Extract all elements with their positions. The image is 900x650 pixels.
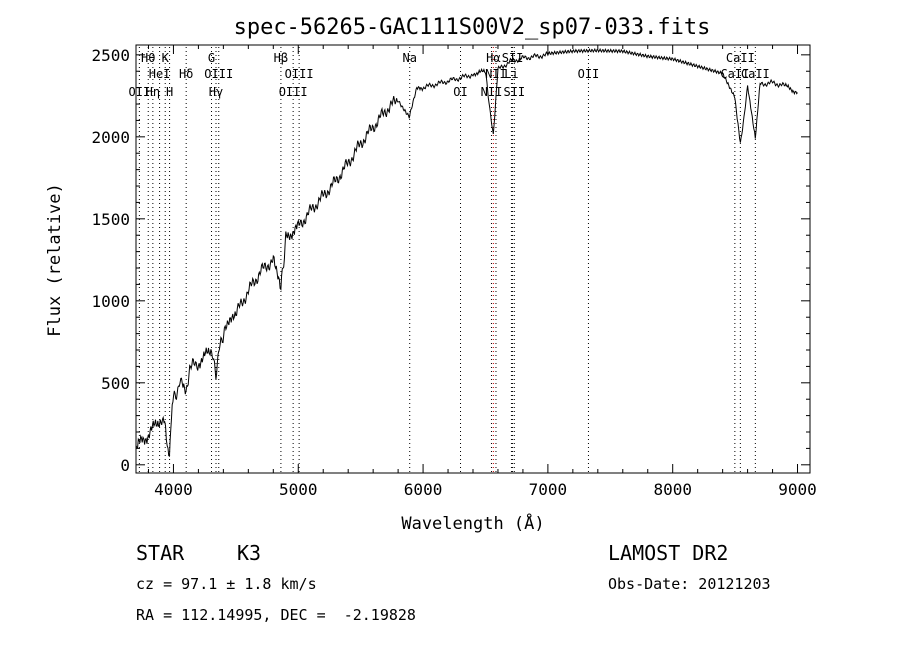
y-axis: 0 500 1000 1500 2000 2500: [91, 46, 810, 475]
x-axis: 4000 5000 6000 7000 8000 9000: [147, 45, 817, 499]
spectral-line-label: SII: [503, 85, 525, 99]
spectral-line-label: OII: [578, 67, 600, 81]
y-tick-label: 2000: [91, 128, 130, 147]
spectral-line-label: OII: [129, 85, 151, 99]
x-tick-label: 7000: [529, 480, 568, 499]
spectral-line-label: Li: [504, 67, 518, 81]
spectral-line-label: OI: [453, 85, 467, 99]
redshift-info: cz = 97.1 ± 1.8 km/s: [136, 575, 317, 593]
x-tick-label: 4000: [154, 480, 193, 499]
y-tick-label: 1000: [91, 292, 130, 311]
spectral-line-label: Hδ: [179, 67, 193, 81]
spectral-line-label: Hγ: [209, 85, 223, 99]
object-subclass: K3: [237, 541, 262, 565]
spectral-line-label: CaII: [720, 67, 749, 81]
y-tick-label: 2500: [91, 46, 130, 65]
spectral-line-markers: [138, 47, 756, 473]
spectral-line-label: Hθ: [141, 51, 155, 65]
object-class: STAR: [136, 541, 185, 565]
y-tick-label: 0: [120, 456, 130, 475]
spectral-line-label: G: [208, 51, 215, 65]
spectral-line-label: Na: [402, 51, 416, 65]
spectral-line-label: CaII: [741, 67, 770, 81]
x-tick-label: 5000: [279, 480, 318, 499]
spectral-line-label: Hβ: [274, 51, 288, 65]
spectral-line-label: NII: [485, 67, 507, 81]
flux-spectrum-line: [135, 47, 798, 457]
plot-frame: [135, 44, 811, 474]
y-axis-label: Flux (relative): [45, 183, 65, 337]
spectral-line-label: Hη: [146, 85, 160, 99]
x-tick-label: 9000: [778, 480, 817, 499]
coordinates: RA = 112.14995, DEC = -2.19828: [136, 606, 416, 624]
spectral-line-label: NII: [481, 85, 503, 99]
survey-name: LAMOST DR2: [608, 541, 729, 565]
spectral-line-label: OIII: [204, 67, 233, 81]
x-axis-label: Wavelength (Å): [401, 512, 544, 534]
spectral-line-label: OIII: [279, 85, 308, 99]
spectral-line-label: H: [166, 85, 173, 99]
y-tick-label: 500: [101, 374, 130, 393]
spectral-line-label: OIII: [285, 67, 314, 81]
x-tick-label: 6000: [404, 480, 443, 499]
spectral-line-label: Hα: [486, 51, 500, 65]
spectral-line-label: K: [162, 51, 170, 65]
spectral-line-label: HeI: [149, 67, 171, 81]
chart-title: spec-56265-GAC111S00V2_sp07-033.fits: [234, 15, 711, 40]
y-tick-label: 1500: [91, 210, 130, 229]
spectral-line-label: CaII: [726, 51, 755, 65]
observation-date: Obs-Date: 20121203: [608, 575, 771, 593]
x-tick-label: 8000: [653, 480, 692, 499]
